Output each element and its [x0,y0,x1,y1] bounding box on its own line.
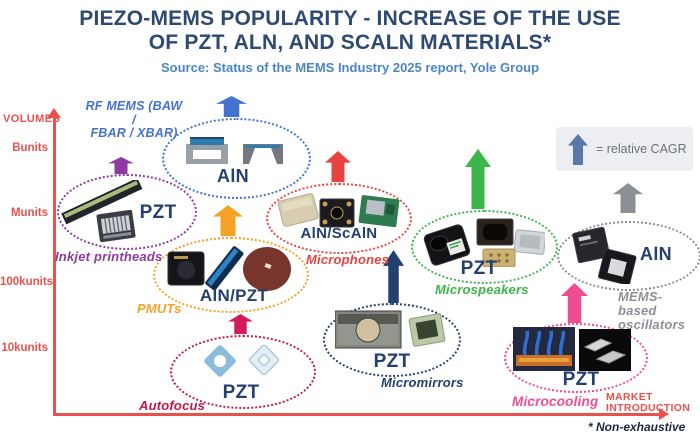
rf-mems-schematic-image [186,137,283,164]
material-label-microcooling: PZT [562,369,600,390]
bubble-pmuts [153,237,309,313]
y-axis-line [53,118,56,414]
page-title-line2: OF PZT, ALN, AND SCALN MATERIALS* [148,31,552,54]
microphones-image [278,193,400,228]
y-tick-10kunits: 10kunits [1,342,48,354]
material-label-autofocus: PZT [222,382,260,403]
bubble-microcooling [504,323,648,393]
category-label-autofocus: Autofocus [139,398,206,413]
material-label-rf-mems: AlN [217,166,249,186]
category-label-microcooling: Microcooling [512,394,599,409]
inkjet-cagr-arrow-icon [108,157,134,174]
x-axis-line [53,413,661,416]
category-label-micromirrors: Micromirrors [381,375,464,390]
material-label-microphones: AlN/ScAlN [300,225,378,242]
bubble-autofocus [170,335,316,409]
bubble-microphones [266,183,412,254]
cagr-legend: = relative CAGR [556,127,693,171]
y-tick-munits: Munits [10,207,48,219]
header: PIEZO-MEMS POPULARITY - INCREASE OF THE … [0,7,700,75]
material-label-pmuts: AlN/PZT [199,286,269,305]
y-axis-arrowhead-icon [47,108,61,118]
footnote: * Non-exhaustive list [588,420,686,436]
category-label-microphones: Microphones [306,252,390,267]
y-tick-100kunits: 100kunits [0,276,54,288]
microphones-cagr-arrow-icon [325,151,351,182]
y-tick-bunits: Bunits [12,142,48,154]
inkjet-printheads-image [61,180,143,243]
x-axis-label-line2: INTRODUCTION [606,401,691,414]
pmuts-cagr-arrow-icon [213,205,243,236]
material-label-inkjet: PZT [139,202,177,223]
bubble-microspeakers [411,210,558,284]
micromirrors-cagr-arrow-icon [383,250,404,303]
material-label-microspeakers: PZT [460,258,498,279]
category-label-inkjet: Inkjet printheads [55,249,163,264]
oscillators-cagr-arrow-icon [613,183,643,213]
legend-label: = relative CAGR [596,142,687,156]
source-subtitle: Source: Status of the MEMS Industry 2025… [160,60,540,75]
autofocus-cagr-arrow-icon [228,314,253,334]
bubble-inkjet-printheads [57,174,197,250]
category-label-microspeakers: Microspeakers [435,282,529,297]
category-label-rf-mems: RF MEMS (BAW / FBAR / XBAR) [85,99,183,140]
material-label-oscillators: AlN [640,244,672,264]
microspeakers-cagr-arrow-icon [465,149,491,209]
y-axis-label: VOLUMES [3,113,61,125]
micromirrors-image [335,310,446,349]
bubble-rf-mems [162,118,311,199]
category-label-pmuts: PMUTs [137,301,182,316]
microcooling-cagr-arrow-icon [561,283,588,323]
autofocus-lens-image [204,344,280,377]
rf-mems-cagr-arrow-icon [216,96,247,117]
category-label-oscillators: MEMS-based oscillators [618,289,686,332]
x-axis-label-line1: MARKET [606,391,653,403]
bubble-micromirrors [323,303,461,377]
legend-cagr-arrow-icon [568,133,588,165]
oscillators-image [572,226,637,284]
page-title-line1: PIEZO-MEMS POPULARITY - INCREASE OF THE … [79,7,621,30]
x-axis-label: MARKET INTRODUCTION [606,392,690,413]
x-axis-arrowhead-icon [659,408,669,420]
material-label-micromirrors: PZT [373,351,411,372]
microcooling-image [513,327,631,371]
microspeakers-image [423,218,545,267]
pmuts-image [167,246,291,291]
